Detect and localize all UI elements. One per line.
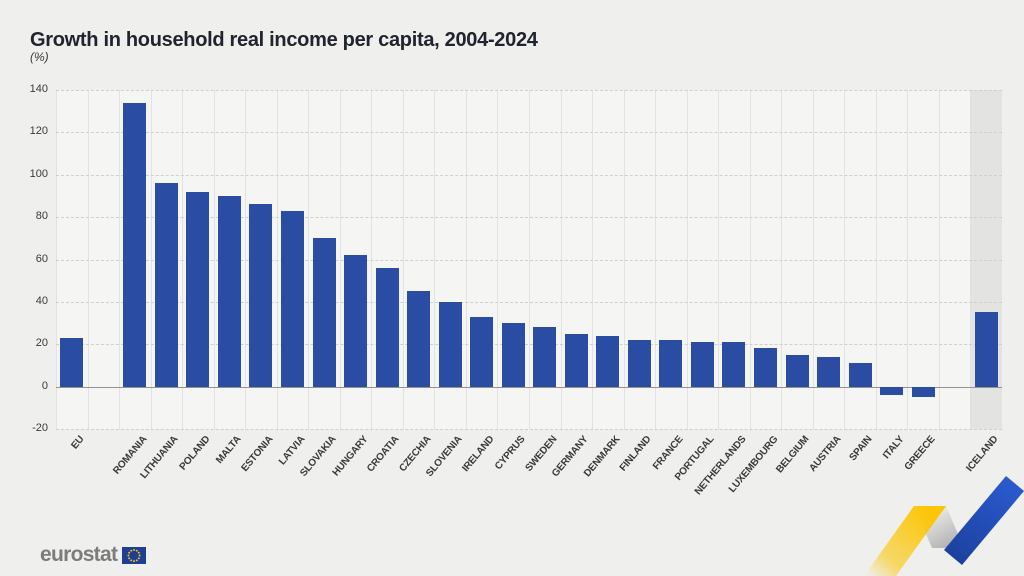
bar-cyprus: [501, 323, 525, 387]
horizontal-gridline: [56, 90, 1002, 91]
bar-greece: [911, 386, 935, 398]
unit-label: (%): [30, 50, 49, 64]
horizontal-gridline: [56, 217, 1002, 219]
bar-spain: [848, 363, 872, 387]
bar-finland: [627, 340, 651, 387]
y-tick-label: 60: [35, 252, 48, 265]
bar-malta: [217, 195, 241, 387]
ribbon-yellow-stripe: [864, 506, 946, 576]
bar-slovenia: [438, 301, 462, 387]
bar-croatia: [375, 267, 399, 387]
ribbon-blue-stripe: [944, 476, 1024, 565]
y-tick-label: 80: [35, 210, 48, 223]
bar-denmark: [596, 335, 620, 387]
bar-latvia: [281, 210, 304, 387]
bar-luxembourg: [754, 348, 777, 387]
bar-lithuania: [154, 183, 178, 387]
bar-netherlands: [722, 342, 746, 387]
eurostat-logo: eurostat: [40, 543, 147, 567]
bar-eu: [60, 337, 84, 387]
bar-poland: [186, 191, 210, 387]
y-tick-label: 0: [41, 379, 48, 392]
y-tick-label: -20: [32, 422, 48, 434]
horizontal-gridline: [56, 429, 1002, 430]
y-tick-label: 100: [29, 167, 48, 180]
bar-czechia: [407, 291, 431, 387]
zero-axis-line: [56, 386, 1002, 388]
bar-france: [659, 340, 683, 387]
bar-sweden: [533, 327, 557, 387]
bar-slovakia: [312, 238, 336, 387]
bar-romania: [123, 102, 147, 387]
bar-italy: [880, 386, 904, 396]
chart-plot-area: [56, 90, 1002, 430]
horizontal-gridline: [56, 344, 1002, 346]
eurostat-logo-text: eurostat: [40, 543, 118, 566]
horizontal-gridline: [56, 301, 1002, 303]
horizontal-gridline: [56, 132, 1002, 134]
bar-ireland: [470, 316, 494, 387]
bar-iceland: [974, 312, 998, 387]
bar-portugal: [690, 342, 714, 387]
bar-germany: [564, 333, 588, 387]
bar-austria: [817, 356, 841, 387]
y-tick-label: 140: [29, 83, 48, 95]
decorative-ribbon: [864, 476, 1024, 576]
bar-estonia: [249, 204, 273, 387]
y-tick-label: 20: [35, 337, 48, 350]
horizontal-gridline: [56, 174, 1002, 176]
eu-flag-icon: [122, 546, 147, 564]
horizontal-gridline: [56, 259, 1002, 261]
bar-hungary: [344, 255, 368, 387]
page-title: Growth in household real income per capi…: [30, 29, 538, 52]
bar-belgium: [785, 354, 809, 387]
y-tick-label: 120: [29, 125, 48, 138]
y-tick-label: 40: [35, 294, 48, 307]
